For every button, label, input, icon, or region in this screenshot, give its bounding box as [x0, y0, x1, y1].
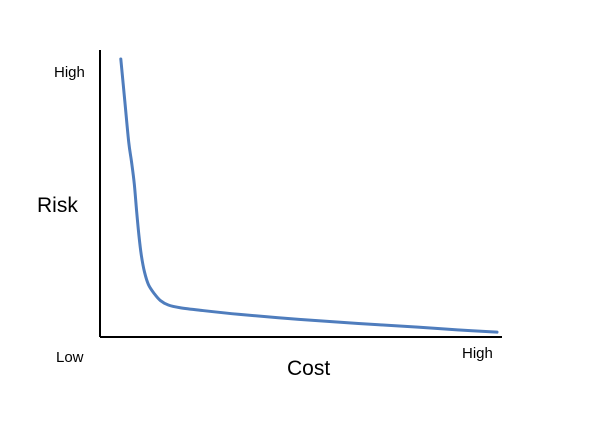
- x-tick-high: High: [462, 345, 493, 362]
- x-tick-low: Low: [56, 349, 84, 366]
- y-axis-title: Risk: [37, 194, 78, 217]
- risk-cost-curve: [119, 57, 499, 334]
- x-axis-title: Cost: [287, 357, 330, 380]
- y-tick-high: High: [54, 64, 85, 81]
- axes: [99, 50, 502, 338]
